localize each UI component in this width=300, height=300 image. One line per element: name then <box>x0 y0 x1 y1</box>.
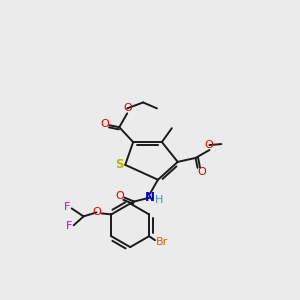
Text: F: F <box>65 221 72 231</box>
Text: O: O <box>92 207 101 218</box>
Text: Br: Br <box>156 237 168 247</box>
Text: H: H <box>155 194 163 205</box>
Text: O: O <box>100 119 109 129</box>
Text: F: F <box>64 202 70 212</box>
Text: O: O <box>197 167 206 177</box>
Text: O: O <box>124 103 133 113</box>
Text: O: O <box>115 190 124 201</box>
Text: O: O <box>204 140 213 150</box>
Text: N: N <box>145 191 155 204</box>
Text: S: S <box>115 158 124 171</box>
